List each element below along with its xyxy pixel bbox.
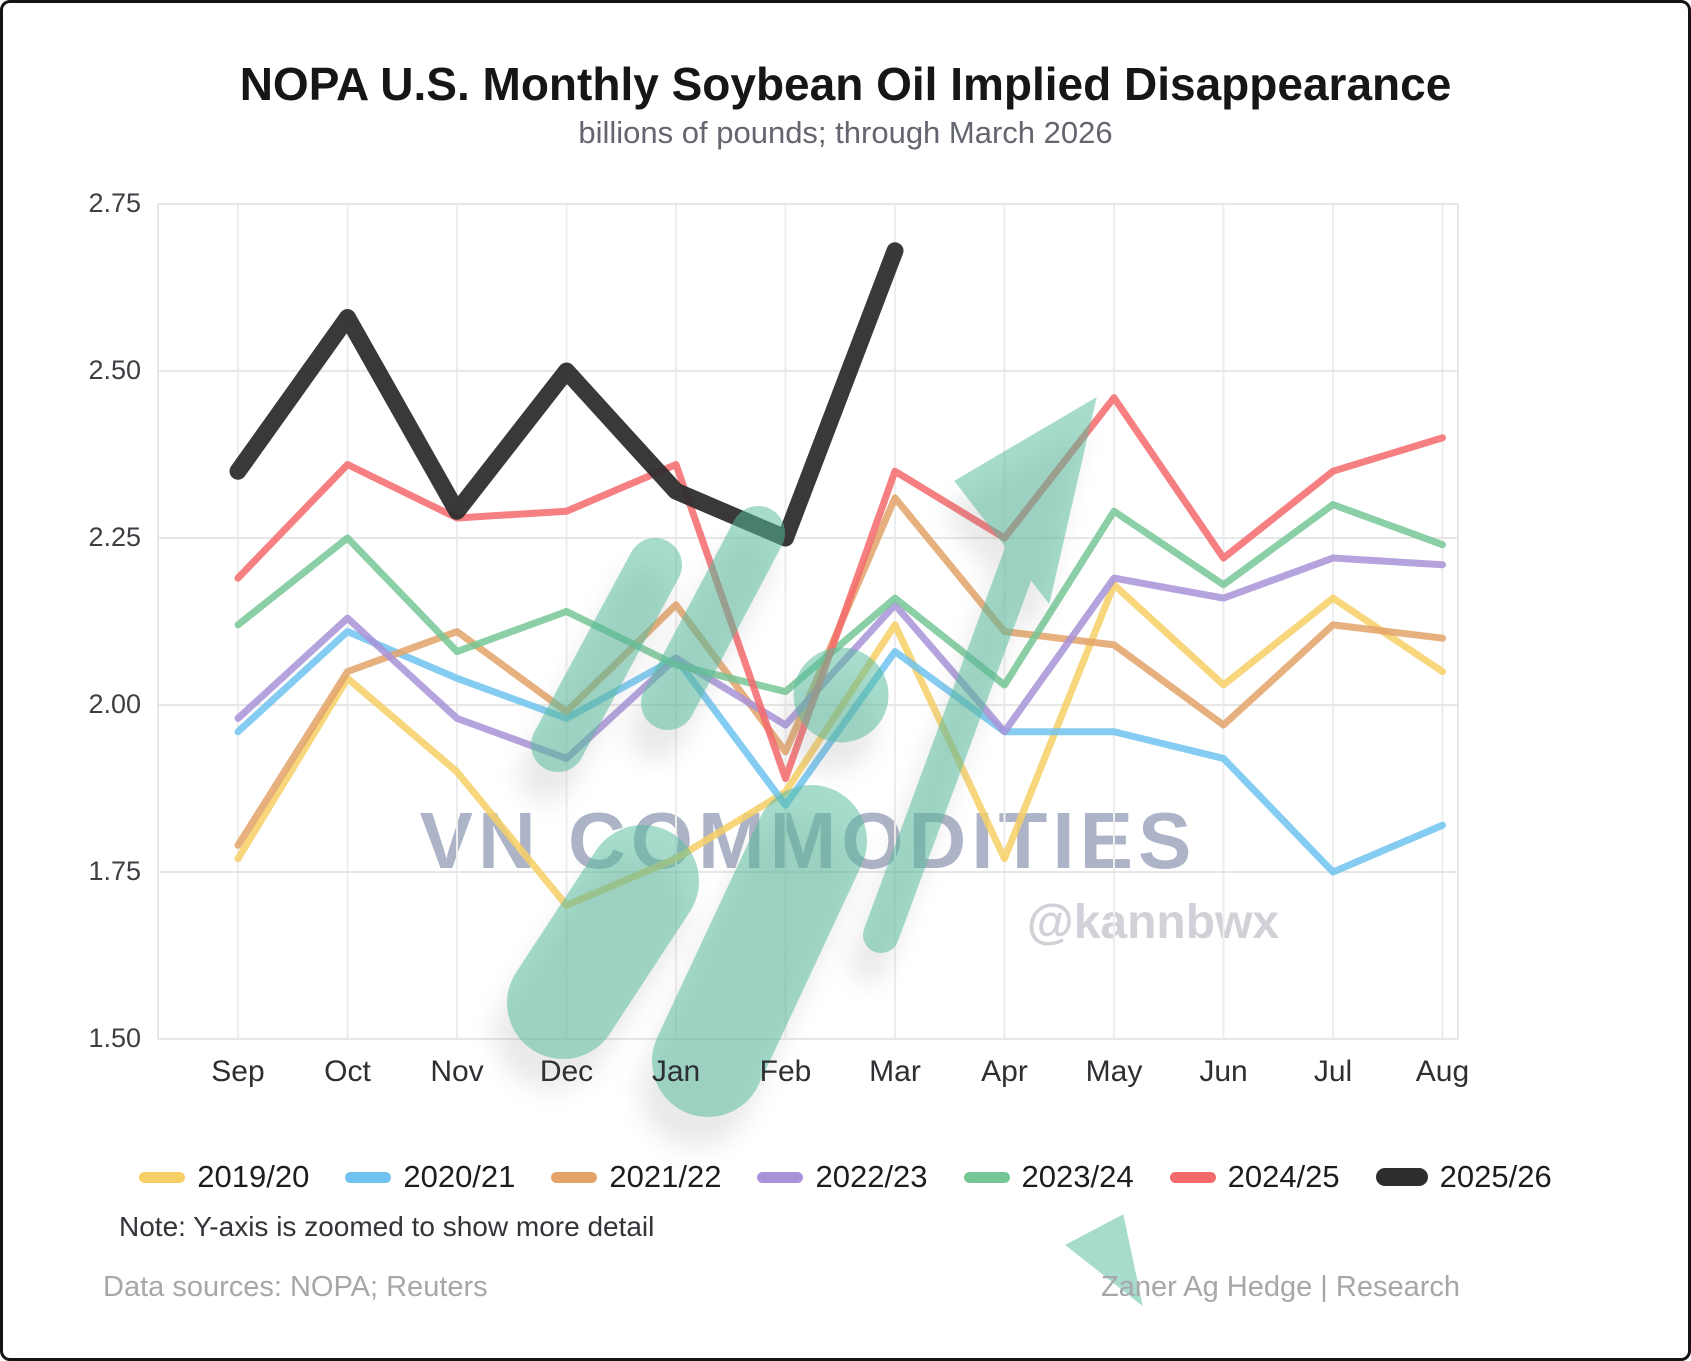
x-axis-tick-label: Dec bbox=[539, 1055, 594, 1088]
legend-label: 2024/25 bbox=[1227, 1159, 1340, 1194]
x-axis-tick-label: Mar bbox=[869, 1055, 921, 1088]
y-axis-tick-label: 1.50 bbox=[88, 1023, 141, 1053]
legend-label: 2020/21 bbox=[403, 1159, 516, 1194]
series-line-2025-26 bbox=[229, 242, 904, 547]
legend-item-2020-21: 2020/21 bbox=[345, 1159, 515, 1195]
x-axis-tick-label: May bbox=[1085, 1055, 1143, 1088]
x-axis-tick-label: Apr bbox=[981, 1055, 1028, 1088]
attribution-text: Zaner Ag Hedge | Research bbox=[1101, 1271, 1460, 1303]
x-axis-tick-label: Jan bbox=[651, 1055, 701, 1088]
note-text: Note: Y-axis is zoomed to show more deta… bbox=[119, 1211, 655, 1242]
data-sources-text: Data sources: NOPA; Reuters bbox=[103, 1271, 488, 1303]
legend-item-2021-22: 2021/22 bbox=[551, 1159, 721, 1195]
x-axis-tick-label: Nov bbox=[430, 1055, 484, 1088]
legend-label: 2023/24 bbox=[1021, 1159, 1134, 1194]
page-title: NOPA U.S. Monthly Soybean Oil Implied Di… bbox=[239, 58, 1452, 110]
y-axis-tick-label: 2.50 bbox=[88, 355, 141, 385]
legend-swatch bbox=[345, 1171, 392, 1183]
legend-swatch bbox=[963, 1171, 1010, 1183]
line-chart bbox=[157, 203, 1459, 1307]
legend: 2019/20 2020/21 2021/22 2022/23 2023/24 2024/… bbox=[3, 1159, 1688, 1195]
x-axis-tick-label: Jul bbox=[1313, 1055, 1353, 1088]
x-axis-tick-label: Feb bbox=[759, 1055, 812, 1088]
trend-arrow-icon bbox=[495, 396, 1143, 1307]
y-axis-tick-label: 2.25 bbox=[88, 522, 141, 552]
legend-item-2022-23: 2022/23 bbox=[757, 1159, 928, 1195]
legend-item-2025-26: 2025/26 bbox=[1375, 1159, 1552, 1195]
watermark-handle: @kannbwx bbox=[1026, 896, 1280, 949]
legend-swatch bbox=[757, 1171, 804, 1183]
legend-label: 2021/22 bbox=[609, 1159, 722, 1194]
page-subtitle: billions of pounds; through March 2026 bbox=[578, 115, 1113, 150]
legend-swatch bbox=[1375, 1168, 1428, 1186]
series-line-2024-25 bbox=[234, 394, 1446, 782]
series-line-2023-24 bbox=[234, 501, 1446, 696]
legend-item-2019-20: 2019/20 bbox=[139, 1159, 309, 1195]
legend-label: 2025/26 bbox=[1439, 1159, 1552, 1194]
legend-item-2024-25: 2024/25 bbox=[1169, 1159, 1340, 1195]
y-axis-tick-label: 1.75 bbox=[88, 856, 141, 886]
x-axis-tick-label: Sep bbox=[211, 1055, 265, 1088]
legend-swatch bbox=[1169, 1171, 1216, 1183]
x-axis-tick-label: Jun bbox=[1199, 1055, 1248, 1088]
x-axis-tick-label: Oct bbox=[324, 1055, 371, 1088]
y-axis-tick-label: 2.00 bbox=[88, 689, 141, 719]
legend-label: 2022/23 bbox=[815, 1159, 928, 1194]
legend-swatch bbox=[551, 1171, 598, 1183]
x-axis-tick-label: Aug bbox=[1415, 1055, 1470, 1088]
y-axis-tick-label: 2.75 bbox=[88, 188, 141, 218]
legend-label: 2019/20 bbox=[197, 1159, 310, 1194]
legend-swatch bbox=[139, 1171, 186, 1183]
legend-item-2023-24: 2023/24 bbox=[963, 1159, 1134, 1195]
